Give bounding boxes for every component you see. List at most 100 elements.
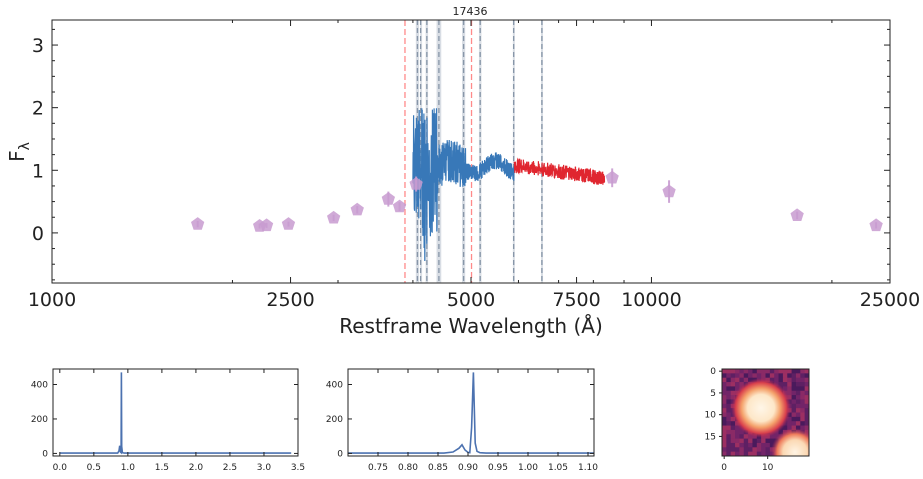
- thumb-pixel: [761, 373, 766, 378]
- thumb-pixel: [769, 377, 775, 383]
- thumb-pixel: [778, 369, 784, 374]
- thumb-pixel: [804, 412, 809, 418]
- thumb-pixel: [791, 382, 797, 387]
- thumb-pixel: [735, 369, 740, 374]
- thumb-pixel: [735, 447, 740, 452]
- thumb-pixel: [791, 399, 797, 405]
- thumb-pixel: [739, 434, 745, 439]
- photometry-point-3: [281, 217, 296, 230]
- thumb-pixel: [726, 416, 731, 422]
- thumb-pixel: [782, 369, 788, 374]
- pdf-full-x-tick-label: 2.5: [223, 463, 237, 473]
- thumb-pixel: [800, 425, 805, 431]
- pdf-zoom-y-tick-label: 400: [326, 381, 343, 391]
- thumb-pixel: [791, 425, 797, 431]
- thumb-pixel: [722, 390, 727, 396]
- thumb-pixel: [804, 390, 809, 396]
- thumb-pixel: [748, 451, 753, 456]
- pdf-full-y-tick-label: 200: [31, 415, 48, 425]
- thumb-pixel: [800, 403, 805, 409]
- thumb-pixel: [748, 434, 753, 439]
- redshift-pdf-zoom-panel: 0.75 0.80 0.85 0.90 0.95 1.00 1.05 1.10 0 200 400: [326, 368, 598, 473]
- thumb-pixel: [735, 438, 740, 444]
- thumb-pixel: [752, 373, 758, 378]
- thumb-pixel: [743, 442, 749, 448]
- thumb-pixel: [726, 429, 731, 435]
- thumb-pixel: [752, 438, 758, 444]
- y-tick-label: 0: [32, 223, 44, 245]
- photometry-point-4: [327, 210, 341, 224]
- photometry-point-7: [392, 199, 407, 213]
- thumb-pixel: [765, 442, 771, 448]
- thumb-pixel: [791, 373, 797, 378]
- thumb-pixel: [752, 442, 758, 448]
- thumbnail-axes: 0 10 0 5 10 15: [705, 367, 774, 473]
- thumb-pixel: [739, 429, 745, 435]
- x-tick-label: 5000: [447, 289, 495, 311]
- thumb-pixel: [791, 416, 797, 422]
- thumb-pixel: [795, 395, 801, 400]
- thumb-pixel: [791, 403, 797, 409]
- thumb-pixel: [730, 425, 736, 431]
- thumb-pixel: [804, 399, 809, 405]
- thumb-pixel: [765, 369, 771, 374]
- thumb-pixel: [800, 408, 805, 413]
- thumb-pixel: [765, 451, 771, 456]
- x-tick-label: 25000: [860, 289, 920, 311]
- thumb-pixel: [787, 395, 792, 400]
- pdf-full-x-tick-label: 1.5: [155, 463, 169, 473]
- thumb-pixel: [787, 416, 792, 422]
- main-x-axis: 1000 2500 5000 7500 10000 25000: [28, 20, 920, 311]
- y-axis-label: Fλ: [5, 142, 33, 162]
- thumb-pixel: [787, 421, 792, 426]
- thumb-pixel: [804, 395, 809, 400]
- pdf-zoom-y-tick-label: 0: [337, 449, 343, 459]
- thumb-pixel: [730, 451, 736, 456]
- thumb-pixel: [722, 373, 727, 378]
- thumb-pixel: [752, 369, 758, 374]
- thumb-pixel: [791, 408, 797, 413]
- chart-title: 17436: [453, 5, 488, 18]
- thumb-pixel: [795, 421, 801, 426]
- thumb-pixel: [761, 442, 766, 448]
- thumb-pixel: [774, 369, 779, 374]
- pdf-zoom-x-tick-label: 0.75: [368, 463, 388, 473]
- thumb-pixel: [795, 390, 801, 396]
- main-y-axis: 0 1 2 3: [32, 28, 890, 281]
- thumb-pixel: [722, 395, 727, 400]
- thumb-pixel: [774, 434, 779, 439]
- thumb-pixel: [795, 399, 801, 405]
- thumb-pixel: [791, 377, 797, 383]
- thumb-pixel: [769, 438, 775, 444]
- thumb-pixel: [722, 377, 727, 383]
- thumb-pixel: [804, 408, 809, 413]
- thumb-pixel: [748, 438, 753, 444]
- thumb-pixel: [795, 425, 801, 431]
- thumb-pixel: [739, 451, 745, 456]
- y-tick-label: 2: [32, 98, 44, 120]
- thumb-pixel: [787, 390, 792, 396]
- thumb-x-tick-label: 0: [721, 463, 727, 473]
- photometry-point-0: [191, 217, 205, 230]
- thumb-pixel: [804, 369, 809, 374]
- thumb-pixel: [735, 373, 740, 378]
- thumb-pixel: [743, 373, 749, 378]
- thumb-pixel: [804, 416, 809, 422]
- pdf-full-x-tick-label: 3.0: [257, 463, 272, 473]
- thumb-pixel: [735, 442, 740, 448]
- thumb-pixel: [791, 386, 797, 392]
- thumb-pixel: [748, 369, 753, 374]
- thumb-pixel: [748, 447, 753, 452]
- thumb-pixel: [726, 373, 731, 378]
- thumb-pixel: [722, 416, 727, 422]
- y-tick-label: 1: [32, 160, 44, 182]
- pdf-zoom-x-tick-label: 0.85: [428, 463, 448, 473]
- thumb-pixel: [752, 451, 758, 456]
- thumb-pixel: [735, 377, 740, 383]
- thumb-pixel: [726, 412, 731, 418]
- pdf-zoom-x-tick-label: 1.05: [548, 463, 568, 473]
- thumb-pixel: [743, 369, 749, 374]
- pdf-full-pdf-series: [59, 372, 292, 455]
- thumb-pixel: [726, 403, 731, 409]
- thumb-pixel: [739, 377, 745, 383]
